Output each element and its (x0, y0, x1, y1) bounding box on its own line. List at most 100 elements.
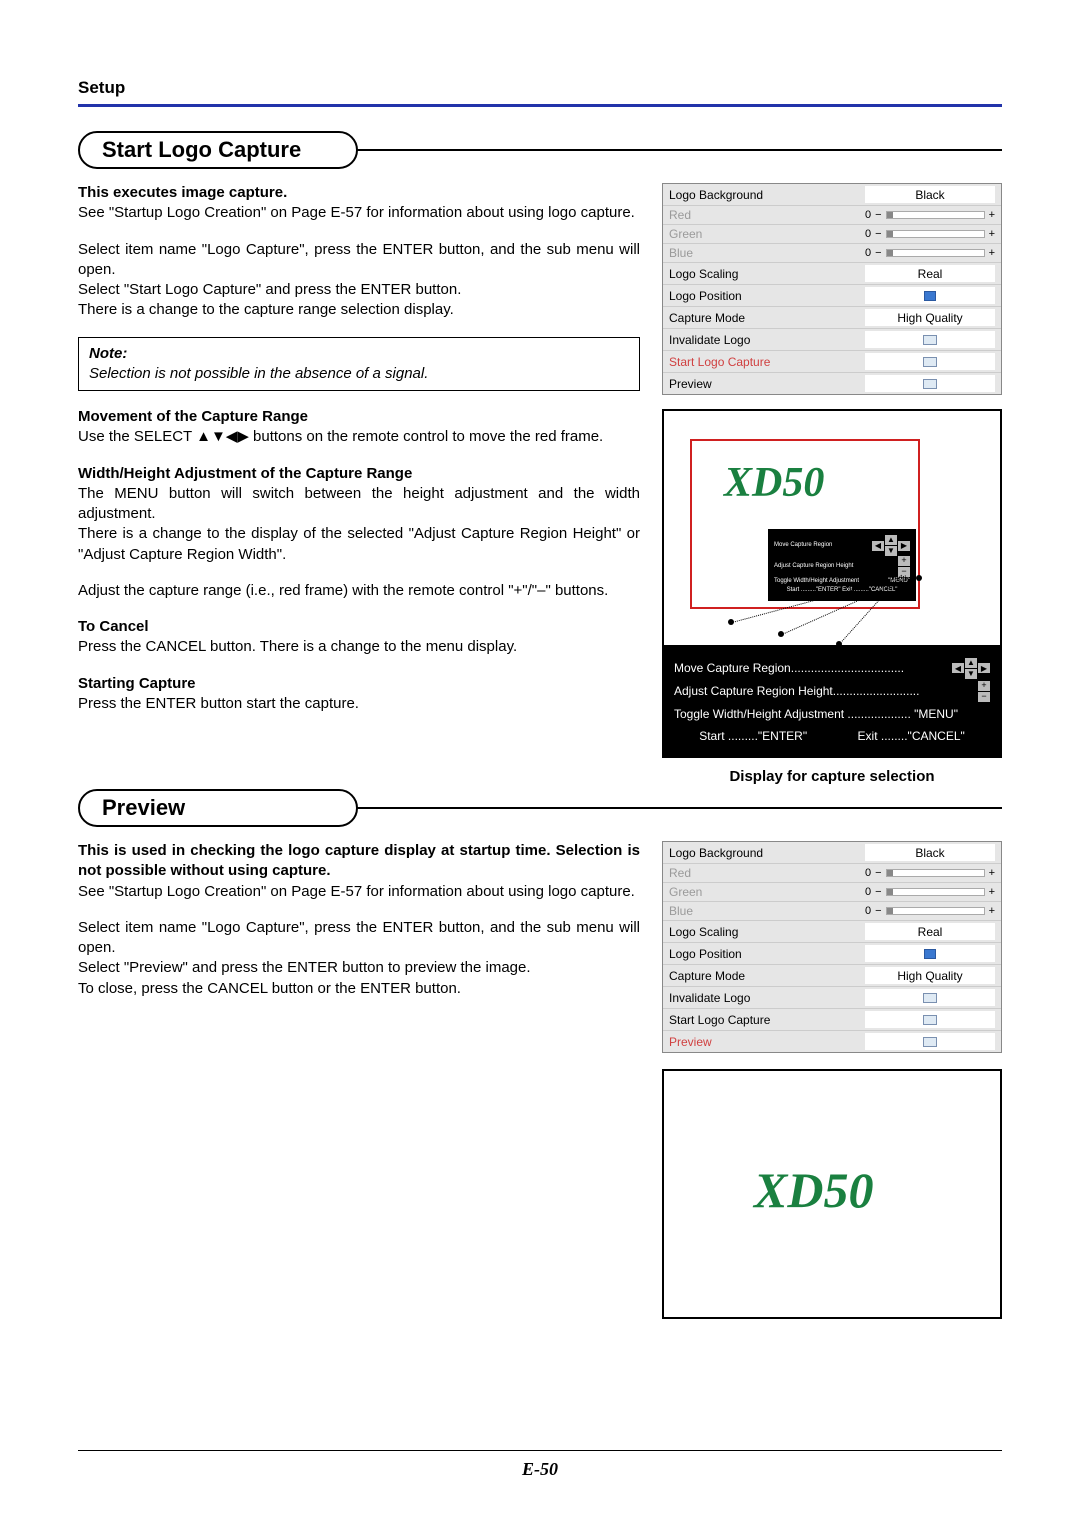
menu-row-value: 0−+ (865, 886, 995, 898)
menu-row: Invalidate Logo (663, 329, 1001, 351)
capture-legend-box: Move Capture Region.....................… (662, 647, 1002, 758)
menu-row: Logo ScalingReal (663, 921, 1001, 943)
menu-row: Start Logo Capture (663, 351, 1001, 373)
s2-p2b: Select "Preview" and press the ENTER but… (78, 959, 531, 976)
osd-menu-2: Logo BackgroundBlackRed0−+Green0−+Blue0−… (662, 841, 1002, 1053)
menu-row: Invalidate Logo (663, 987, 1001, 1009)
start-text: Press the ENTER button start the capture… (78, 695, 359, 712)
menu-row-label: Logo Position (669, 289, 865, 303)
menu-row-label: Logo Scaling (669, 267, 865, 281)
capture-selection-display: XD50 Move Capture Region◀▲▼▶ Adjust Capt… (662, 409, 1002, 647)
wh-heading: Width/Height Adjustment of the Capture R… (78, 465, 412, 482)
osd-mini-l1: Move Capture Region (774, 541, 872, 550)
menu-row-label: Blue (669, 246, 865, 260)
menu-row-label: Start Logo Capture (669, 1013, 865, 1027)
cancel-text: Press the CANCEL button. There is a chan… (78, 638, 517, 655)
osd-menu-1: Logo BackgroundBlackRed0−+Green0−+Blue0−… (662, 183, 1002, 395)
page-section-header: Setup (78, 78, 1002, 98)
menu-row-label: Preview (669, 377, 865, 391)
menu-row: Capture ModeHigh Quality (663, 307, 1001, 329)
menu-row: Blue0−+ (663, 244, 1001, 263)
legend-row-1: Move Capture Region.....................… (674, 657, 990, 680)
menu-row: Capture ModeHigh Quality (663, 965, 1001, 987)
section-2-text: This is used in checking the logo captur… (78, 841, 640, 1015)
menu-row: Red0−+ (663, 864, 1001, 883)
menu-row-value: Real (865, 923, 995, 940)
menu-row-value (865, 945, 995, 962)
menu-row: Red0−+ (663, 206, 1001, 225)
osd-mini-l2: Adjust Capture Region Height (774, 562, 898, 571)
menu-row: Logo BackgroundBlack (663, 842, 1001, 864)
legend-l4b: Exit ........"CANCEL" (858, 725, 965, 748)
section-1-body: This executes image capture. See "Startu… (78, 183, 1002, 785)
menu-row-label: Invalidate Logo (669, 991, 865, 1005)
menu-row-value: 0−+ (865, 905, 995, 917)
menu-row-label: Red (669, 866, 865, 880)
menu-row-value (865, 331, 995, 348)
menu-row: Preview (663, 1031, 1001, 1052)
section-1-figures: Logo BackgroundBlackRed0−+Green0−+Blue0−… (662, 183, 1002, 785)
brand-logo: XD50 (724, 459, 824, 507)
preview-display: XD50 (662, 1069, 1002, 1319)
start-heading: Starting Capture (78, 675, 196, 692)
menu-row-value (865, 287, 995, 304)
menu-row: Logo Position (663, 285, 1001, 307)
menu-row-label: Capture Mode (669, 969, 865, 983)
intro-text: See "Startup Logo Creation" on Page E-57… (78, 204, 635, 221)
section-1-title: Start Logo Capture (78, 131, 358, 169)
section-1-text: This executes image capture. See "Startu… (78, 183, 640, 730)
move-heading: Movement of the Capture Range (78, 408, 308, 425)
s2-p2a: Select item name "Logo Capture", press t… (78, 919, 640, 956)
intro-bold: This executes image capture. (78, 184, 287, 201)
header-rule (78, 104, 1002, 107)
section-2-figures: Logo BackgroundBlackRed0−+Green0−+Blue0−… (662, 841, 1002, 1319)
capture-caption: Display for capture selection (662, 768, 1002, 785)
menu-row-label: Green (669, 227, 865, 241)
menu-row: Green0−+ (663, 883, 1001, 902)
menu-row-label: Start Logo Capture (669, 355, 865, 369)
section-2-body: This is used in checking the logo captur… (78, 841, 1002, 1319)
menu-row-value (865, 375, 995, 392)
note-text: Selection is not possible in the absence… (89, 364, 629, 384)
menu-row: Logo BackgroundBlack (663, 184, 1001, 206)
menu-row-label: Logo Position (669, 947, 865, 961)
menu-row-label: Invalidate Logo (669, 333, 865, 347)
dpad-icon: ◀▲▼▶ (952, 658, 990, 679)
wh-text3: Adjust the capture range (i.e., red fram… (78, 582, 608, 599)
menu-row-value: Black (865, 844, 995, 861)
note-title: Note: (89, 344, 629, 364)
capture-osd-mini: Move Capture Region◀▲▼▶ Adjust Capture R… (768, 529, 916, 601)
s2-intro-text: See "Startup Logo Creation" on Page E-57… (78, 883, 635, 900)
section-1-header: Start Logo Capture (78, 131, 1002, 169)
menu-row-value: Black (865, 186, 995, 203)
page-number: E-50 (78, 1459, 1002, 1480)
menu-row-label: Logo Background (669, 188, 865, 202)
note-box: Note: Selection is not possible in the a… (78, 337, 640, 392)
menu-row-value (865, 989, 995, 1006)
move-text: Use the SELECT ▲▼◀▶ buttons on the remot… (78, 428, 603, 445)
menu-row: Logo ScalingReal (663, 263, 1001, 285)
menu-row-value: 0−+ (865, 247, 995, 259)
wh-text2: There is a change to the display of the … (78, 525, 640, 562)
menu-row-value: High Quality (865, 967, 995, 984)
menu-row-value: High Quality (865, 309, 995, 326)
menu-row: Preview (663, 373, 1001, 394)
menu-row: Blue0−+ (663, 902, 1001, 921)
menu-row-label: Blue (669, 904, 865, 918)
plus-minus-icon: +− (978, 681, 990, 702)
menu-row: Logo Position (663, 943, 1001, 965)
menu-row: Start Logo Capture (663, 1009, 1001, 1031)
menu-row-label: Green (669, 885, 865, 899)
s2-p2c: To close, press the CANCEL button or the… (78, 980, 461, 997)
menu-row: Green0−+ (663, 225, 1001, 244)
menu-row-value (865, 1011, 995, 1028)
menu-row-value: 0−+ (865, 228, 995, 240)
legend-l1: Move Capture Region.....................… (674, 657, 952, 680)
legend-l2: Adjust Capture Region Height............… (674, 680, 978, 703)
menu-row-label: Logo Scaling (669, 925, 865, 939)
section-2-header: Preview (78, 789, 1002, 827)
cancel-heading: To Cancel (78, 618, 149, 635)
menu-row-label: Capture Mode (669, 311, 865, 325)
page-footer: E-50 (78, 1450, 1002, 1480)
s1-para2c: There is a change to the capture range s… (78, 301, 454, 318)
